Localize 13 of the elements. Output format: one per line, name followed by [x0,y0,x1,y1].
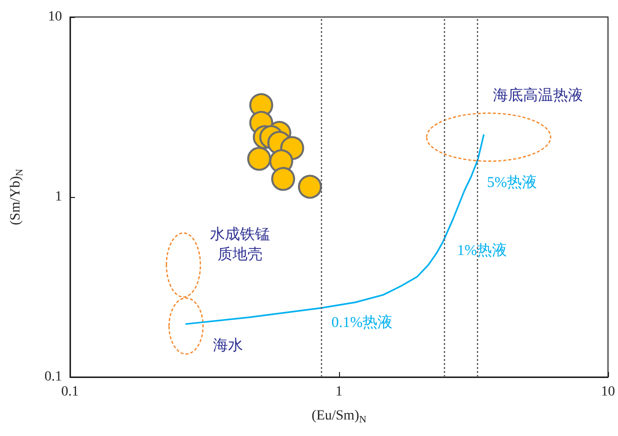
x-tick-label: 0.1 [61,384,79,400]
x-tick-label: 10 [601,384,615,400]
annotation: 海底高温热液 [493,87,583,104]
y-tick-label: 10 [48,10,62,24]
x-tick-label: 1 [336,384,342,400]
annotation: 水成铁锰质地壳 [210,226,270,263]
y-axis-title: (Sm/Yb)N [8,168,26,226]
y-tick-label: 1 [55,190,62,204]
annotation: 1%热液 [457,242,507,259]
annotation: 0.1%热液 [331,314,393,331]
annotation: 5%热液 [487,174,537,191]
y-tick-label: 0.1 [44,370,62,384]
annotation: 海水 [213,337,243,354]
